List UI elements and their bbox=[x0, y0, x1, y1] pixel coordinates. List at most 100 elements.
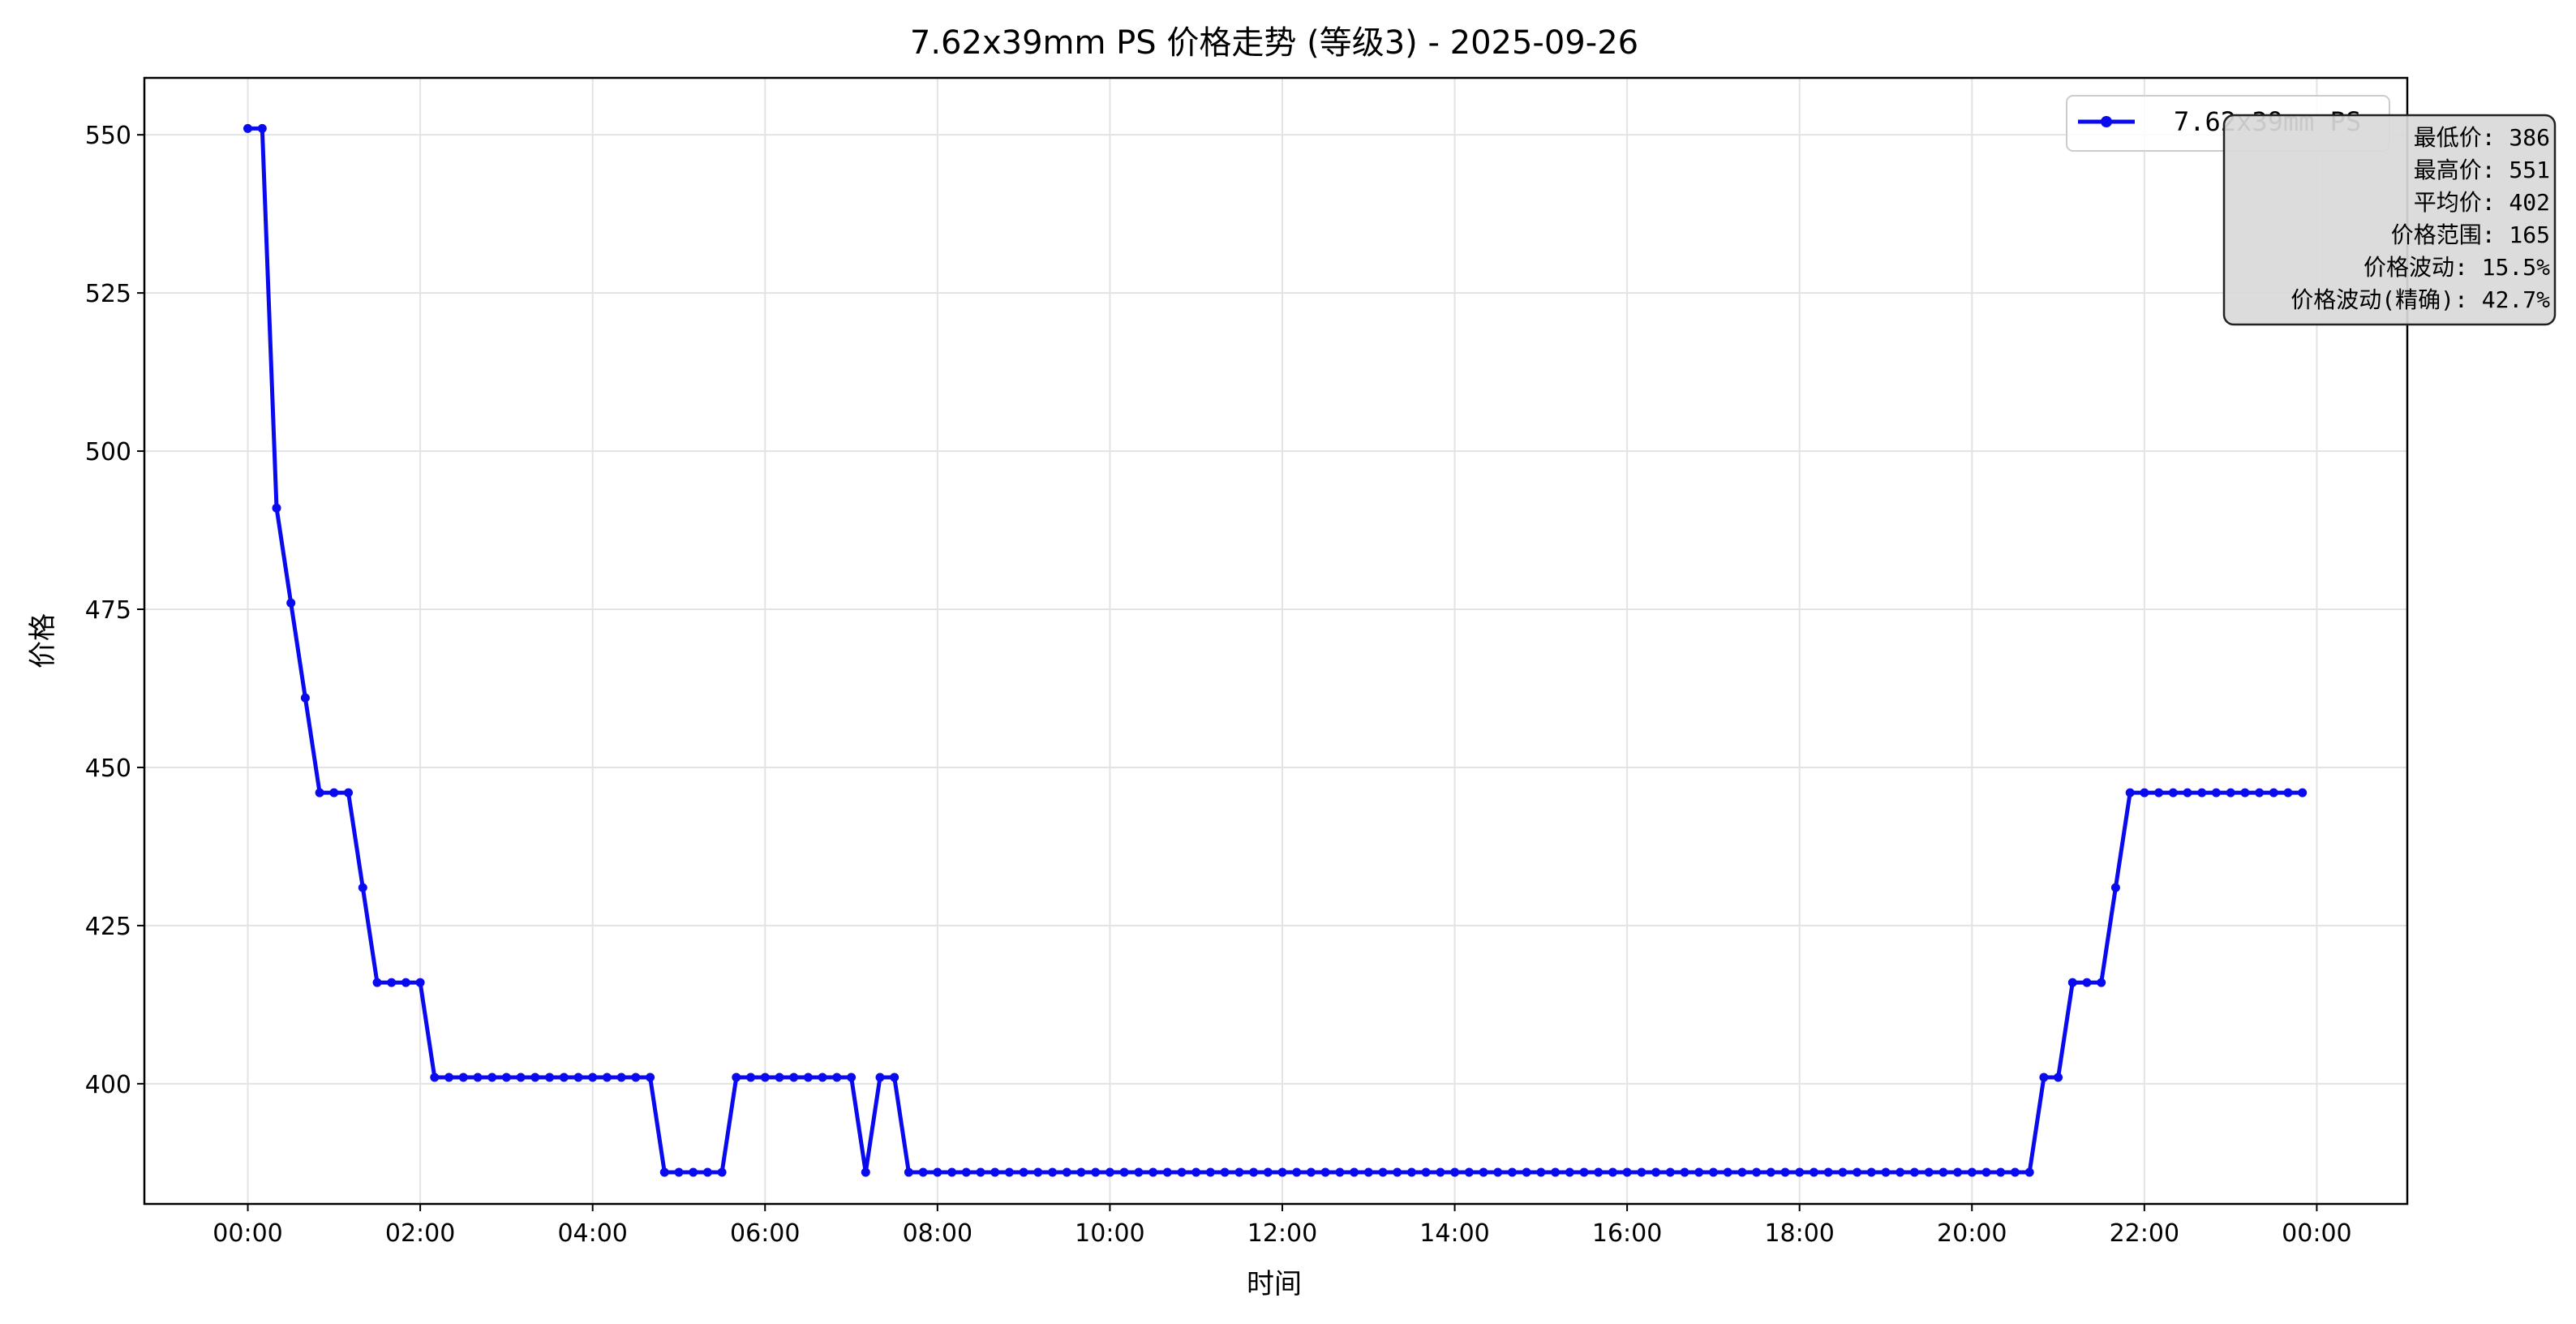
data-point bbox=[1981, 1167, 1991, 1177]
data-point bbox=[1579, 1167, 1589, 1177]
data-point bbox=[1823, 1167, 1833, 1177]
data-point bbox=[2140, 788, 2149, 797]
data-point bbox=[1464, 1167, 1474, 1177]
x-tick-label: 06:00 bbox=[730, 1219, 800, 1248]
data-point bbox=[1694, 1167, 1704, 1177]
data-point bbox=[1896, 1167, 1905, 1177]
data-point bbox=[1148, 1167, 1158, 1177]
data-point bbox=[803, 1073, 813, 1082]
data-point bbox=[689, 1167, 698, 1177]
data-point bbox=[573, 1073, 583, 1082]
data-point bbox=[1105, 1167, 1114, 1177]
x-tick-label: 16:00 bbox=[1592, 1219, 1662, 1248]
data-point bbox=[1637, 1167, 1646, 1177]
data-point bbox=[1723, 1167, 1732, 1177]
data-point bbox=[1450, 1167, 1460, 1177]
data-point bbox=[1708, 1167, 1718, 1177]
data-point bbox=[545, 1073, 555, 1082]
data-point bbox=[1565, 1167, 1574, 1177]
data-point bbox=[976, 1167, 985, 1177]
data-point bbox=[2183, 788, 2192, 797]
data-point bbox=[444, 1073, 453, 1082]
y-tick-label: 425 bbox=[85, 913, 131, 941]
data-point bbox=[1795, 1167, 1805, 1177]
data-point bbox=[918, 1167, 928, 1177]
x-tick-label: 20:00 bbox=[1937, 1219, 2007, 1248]
data-point bbox=[1953, 1167, 1963, 1177]
data-point bbox=[2039, 1073, 2049, 1082]
data-point bbox=[1033, 1167, 1043, 1177]
data-point bbox=[1119, 1167, 1129, 1177]
x-tick-label: 00:00 bbox=[2282, 1219, 2351, 1248]
data-point bbox=[501, 1073, 511, 1082]
data-point bbox=[358, 883, 367, 892]
data-point bbox=[1019, 1167, 1028, 1177]
data-point bbox=[990, 1167, 1000, 1177]
legend-marker bbox=[2101, 116, 2112, 127]
data-point bbox=[1220, 1167, 1230, 1177]
data-point bbox=[458, 1073, 468, 1082]
data-point bbox=[1680, 1167, 1689, 1177]
data-point bbox=[875, 1073, 885, 1082]
data-point bbox=[1335, 1167, 1345, 1177]
x-tick-label: 00:00 bbox=[213, 1219, 282, 1248]
data-point bbox=[602, 1073, 612, 1082]
stats-volatility: 价格波动: 15.5% bbox=[2363, 254, 2550, 281]
data-point bbox=[1306, 1167, 1316, 1177]
data-point bbox=[760, 1073, 770, 1082]
data-point bbox=[344, 788, 353, 797]
data-point bbox=[1737, 1167, 1747, 1177]
series-layer bbox=[243, 123, 2308, 1177]
data-point bbox=[2097, 978, 2106, 987]
data-point bbox=[1263, 1167, 1273, 1177]
data-point bbox=[1809, 1167, 1818, 1177]
data-point bbox=[1421, 1167, 1431, 1177]
stats-min-price: 最低价: 386 bbox=[2414, 124, 2550, 151]
stats-avg-price: 平均价: 402 bbox=[2414, 189, 2550, 216]
data-point bbox=[2226, 788, 2235, 797]
data-point bbox=[1048, 1167, 1058, 1177]
data-point bbox=[2197, 788, 2207, 797]
data-point bbox=[1853, 1167, 1862, 1177]
x-tick-label: 04:00 bbox=[557, 1219, 627, 1248]
data-point bbox=[2082, 978, 2092, 987]
x-tick-label: 08:00 bbox=[903, 1219, 972, 1248]
data-point bbox=[1752, 1167, 1762, 1177]
data-point bbox=[1866, 1167, 1876, 1177]
data-point bbox=[1665, 1167, 1675, 1177]
data-point bbox=[1205, 1167, 1215, 1177]
data-point bbox=[832, 1073, 842, 1082]
data-point bbox=[2110, 883, 2120, 892]
data-point bbox=[2024, 1167, 2034, 1177]
data-point bbox=[1924, 1167, 1934, 1177]
data-point bbox=[1177, 1167, 1187, 1177]
data-point bbox=[775, 1073, 784, 1082]
data-point bbox=[947, 1167, 957, 1177]
x-tick-label: 22:00 bbox=[2110, 1219, 2179, 1248]
y-tick-label: 400 bbox=[85, 1071, 131, 1099]
data-point bbox=[1881, 1167, 1891, 1177]
data-point bbox=[1249, 1167, 1259, 1177]
data-point bbox=[1292, 1167, 1302, 1177]
data-point bbox=[1766, 1167, 1775, 1177]
data-point bbox=[2298, 788, 2308, 797]
data-point bbox=[818, 1073, 827, 1082]
x-tick-label: 10:00 bbox=[1075, 1219, 1144, 1248]
data-point bbox=[286, 598, 296, 608]
data-point bbox=[1479, 1167, 1488, 1177]
data-point bbox=[559, 1073, 569, 1082]
data-point bbox=[904, 1167, 913, 1177]
data-point bbox=[933, 1167, 942, 1177]
x-tick-label: 12:00 bbox=[1247, 1219, 1317, 1248]
data-point bbox=[372, 978, 382, 987]
x-tick-label: 14:00 bbox=[1419, 1219, 1489, 1248]
x-tick-label: 02:00 bbox=[385, 1219, 455, 1248]
data-point bbox=[1134, 1167, 1144, 1177]
data-point bbox=[847, 1073, 857, 1082]
data-point bbox=[746, 1073, 756, 1082]
grid bbox=[144, 78, 2407, 1204]
data-point bbox=[315, 788, 324, 797]
data-point bbox=[1608, 1167, 1617, 1177]
